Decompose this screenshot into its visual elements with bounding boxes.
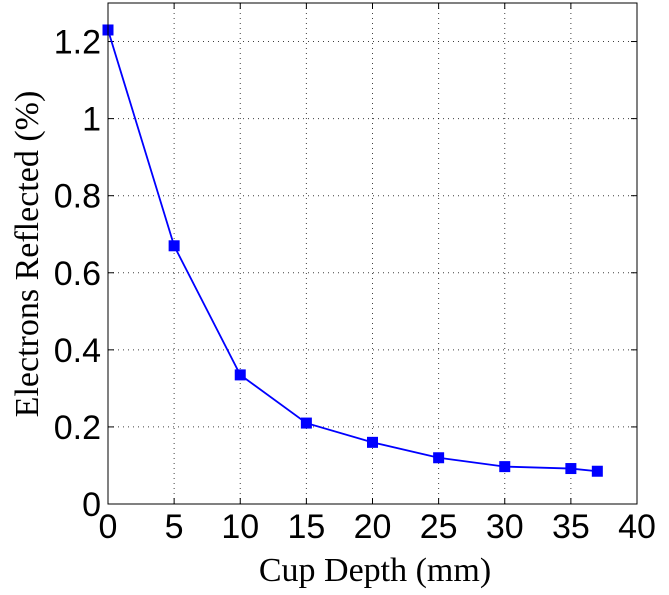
data-point-marker [300, 417, 312, 429]
data-point-marker [168, 240, 180, 252]
data-point-marker [591, 465, 603, 477]
series [102, 24, 603, 477]
x-tick-label: 20 [354, 508, 392, 546]
y-tick-label: 0.4 [54, 332, 101, 370]
x-tick-label: 40 [618, 508, 656, 546]
y-tick-label: 0.8 [54, 178, 101, 216]
y-tick-label: 1 [82, 101, 101, 139]
series-line [107, 29, 598, 473]
plot-frame [107, 2, 638, 505]
y-tick-label: 1.2 [54, 24, 101, 62]
grid [108, 3, 637, 504]
y-tick-label: 0.2 [54, 409, 101, 447]
x-tick-label: 15 [287, 508, 325, 546]
data-point-marker [234, 369, 246, 381]
x-tick-label: 35 [552, 508, 590, 546]
data-point-marker [367, 436, 378, 448]
x-tick-label: 10 [221, 508, 259, 546]
data-point-marker [433, 452, 445, 464]
data-point-marker [565, 463, 577, 475]
ticks: 0 5 10 15 20 25 30 35 40 0 0.2 0.4 0.6 0.8 1 1.2 [54, 3, 656, 546]
x-tick-label: 30 [486, 508, 524, 546]
x-tick-label: 5 [165, 508, 184, 546]
x-tick-label: 25 [420, 508, 458, 546]
y-tick-label: 0 [82, 486, 101, 524]
x-tick-label: 0 [99, 508, 118, 546]
y-tick-label: 0.6 [54, 255, 101, 293]
data-point-marker [499, 461, 511, 473]
x-axis-title: Cup Depth (mm) [259, 552, 491, 589]
y-axis-title: Electrons Reflected (%) [9, 91, 46, 418]
